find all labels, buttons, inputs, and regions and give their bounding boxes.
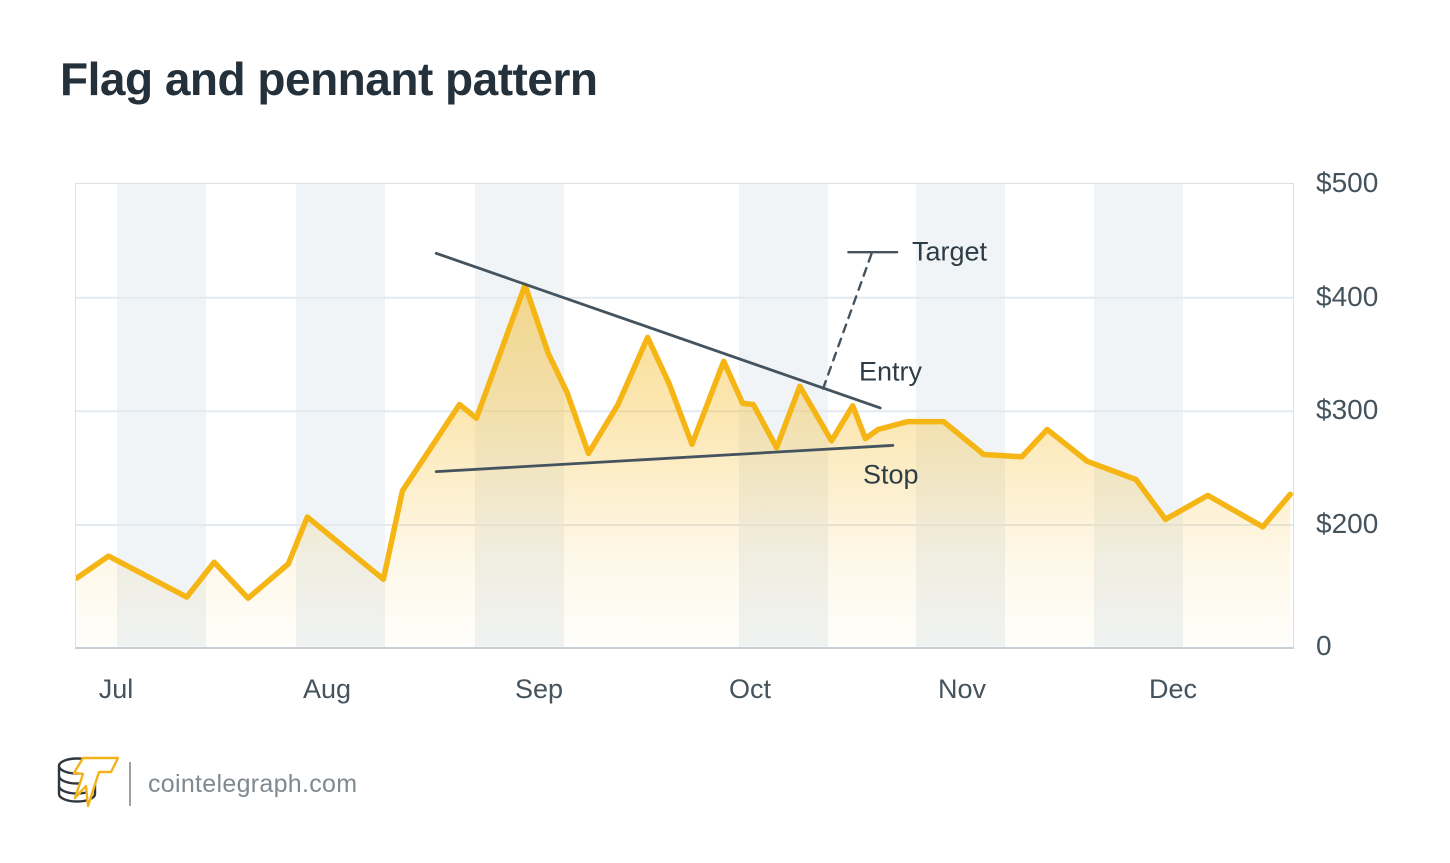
annotation-stop: Stop (863, 459, 919, 490)
x-tick-label: Dec (1148, 674, 1198, 704)
x-tick-label: Oct (728, 674, 772, 704)
chart-canvas (76, 184, 1293, 647)
projection-dashed-line (821, 252, 873, 390)
price-chart-plot: Target Entry Stop (75, 183, 1294, 649)
y-tick-label: $300 (1316, 394, 1379, 425)
x-tick-label: Jul (98, 674, 134, 704)
x-tick-label: Sep (514, 674, 564, 704)
resistance-trendline (434, 251, 882, 410)
footer-site-label: cointelegraph.com (148, 769, 358, 798)
x-tick-label: Aug (302, 674, 352, 704)
y-tick-label: $400 (1316, 281, 1379, 312)
footer-divider (129, 762, 131, 806)
cointelegraph-logo-icon (57, 756, 119, 808)
x-tick-label: Nov (937, 674, 987, 704)
lightning-bolt-icon (72, 756, 119, 808)
footer: cointelegraph.com (57, 752, 357, 816)
y-tick-label: $200 (1316, 508, 1379, 539)
support-trendline (434, 443, 895, 474)
annotation-entry: Entry (859, 356, 923, 387)
page-title: Flag and pennant pattern (60, 53, 598, 105)
annotation-target: Target (912, 236, 988, 267)
y-tick-label: 0 (1316, 630, 1332, 661)
y-tick-label: $500 (1316, 167, 1379, 198)
price-area (76, 285, 1291, 647)
price-line (76, 282, 1293, 601)
